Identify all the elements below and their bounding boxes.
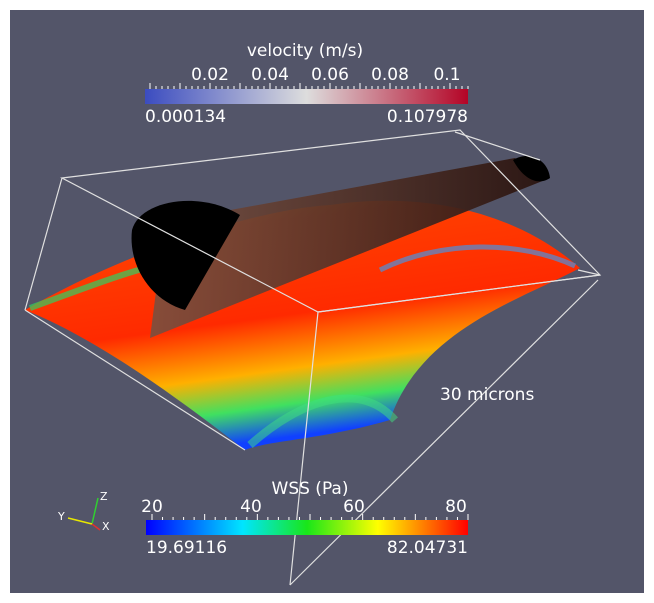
colorbar [146,520,468,535]
colorbar-tick-label: 0.1 [433,65,460,85]
render-view: 30 microns velocity (m/s) 0.02 0.04 0.06… [0,0,654,603]
colorbar-title: WSS (Pa) [272,479,349,499]
annotation: 30 microns [440,385,534,405]
colorbar-tick-label: 60 [343,497,365,517]
colorbar-max: 82.04731 [387,538,468,558]
axis-label: X [102,520,110,533]
colorbar-max: 0.107978 [387,107,468,127]
colorbar-min: 0.000134 [145,107,226,127]
colorbar-tick-label: 0.04 [251,65,289,85]
colorbar-tick-label: 0.06 [311,65,349,85]
colorbar-tick-label: 80 [445,497,467,517]
axis-label: Y [57,510,65,523]
colorbar [145,89,468,104]
axis-label: Z [100,490,108,503]
colorbar-tick-label: 0.08 [371,65,409,85]
colorbar-tick-label: 40 [240,497,262,517]
colorbar-tick-label: 0.02 [191,65,229,85]
colorbar-title: velocity (m/s) [247,41,363,61]
colorbar-min: 19.69116 [146,538,227,558]
